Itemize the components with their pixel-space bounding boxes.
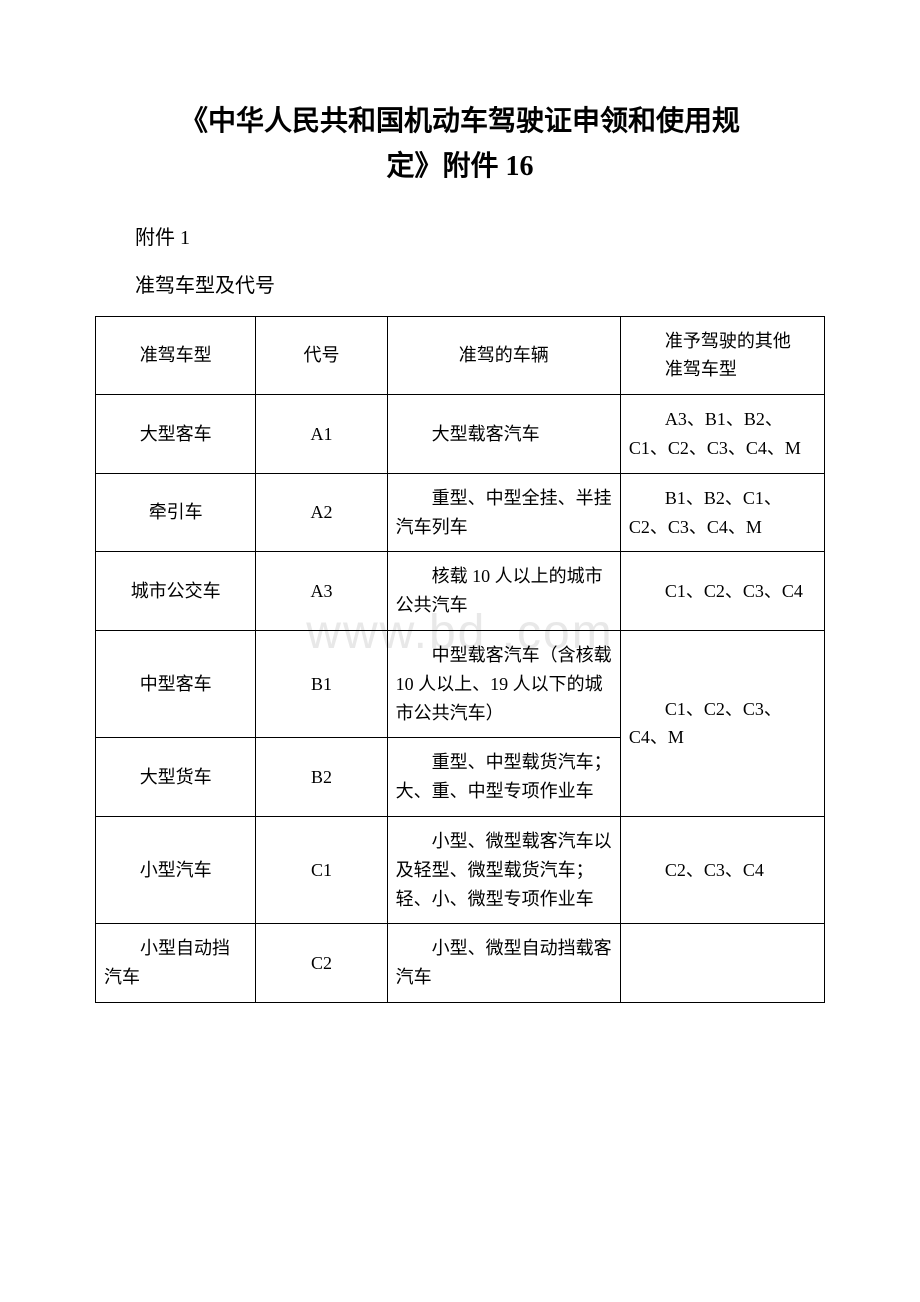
cell-code: A3 — [256, 552, 387, 631]
table-row: 中型客车 B1 中型载客汽车（含核载 10 人以上、19 人以下的城市公共汽车）… — [96, 630, 825, 737]
cell-code: A2 — [256, 473, 387, 552]
cell-allowed — [620, 924, 824, 1003]
cell-type: 小型汽车 — [96, 816, 256, 923]
cell-code: C1 — [256, 816, 387, 923]
header-allowed: 准予驾驶的其他 准驾车型 — [620, 316, 824, 395]
cell-type: 大型货车 — [96, 738, 256, 817]
cell-type: 小型自动挡汽车 — [96, 924, 256, 1003]
cell-code: B1 — [256, 630, 387, 737]
cell-type: 中型客车 — [96, 630, 256, 737]
cell-type: 牵引车 — [96, 473, 256, 552]
header-code: 代号 — [256, 316, 387, 395]
header-allowed-line1: 准予驾驶的其他 — [629, 327, 816, 356]
title-line-2: 定》附件 16 — [386, 151, 533, 182]
cell-code: A1 — [256, 395, 387, 474]
cell-vehicle: 重型、中型载货汽车；大、重、中型专项作业车 — [387, 738, 620, 817]
table-container: 准驾车型 代号 准驾的车辆 准予驾驶的其他 准驾车型 大型客车 A1 大型载客汽… — [95, 316, 825, 1003]
cell-code: B2 — [256, 738, 387, 817]
cell-vehicle: 大型载客汽车 — [387, 395, 620, 474]
table-header-row: 准驾车型 代号 准驾的车辆 准予驾驶的其他 准驾车型 — [96, 316, 825, 395]
cell-type: 城市公交车 — [96, 552, 256, 631]
cell-vehicle: 小型、微型载客汽车以及轻型、微型载货汽车；轻、小、微型专项作业车 — [387, 816, 620, 923]
table-row: 城市公交车 A3 核载 10 人以上的城市公共汽车 C1、C2、C3、C4 — [96, 552, 825, 631]
cell-code: C2 — [256, 924, 387, 1003]
cell-allowed-merged: C1、C2、C3、C4、M — [620, 630, 824, 816]
section-title: 准驾车型及代号 — [135, 268, 825, 304]
attachment-label: 附件 1 — [135, 220, 825, 256]
cell-vehicle: 中型载客汽车（含核载 10 人以上、19 人以下的城市公共汽车） — [387, 630, 620, 737]
cell-vehicle: 核载 10 人以上的城市公共汽车 — [387, 552, 620, 631]
table-row: 大型客车 A1 大型载客汽车 A3、B1、B2、C1、C2、C3、C4、M — [96, 395, 825, 474]
title-line-1: 《中华人民共和国机动车驾驶证申领和使用规 — [180, 106, 740, 137]
cell-allowed: B1、B2、C1、C2、C3、C4、M — [620, 473, 824, 552]
document-title: 《中华人民共和国机动车驾驶证申领和使用规 定》附件 16 — [95, 100, 825, 190]
cell-allowed: A3、B1、B2、C1、C2、C3、C4、M — [620, 395, 824, 474]
cell-vehicle: 重型、中型全挂、半挂汽车列车 — [387, 473, 620, 552]
vehicle-type-table: 准驾车型 代号 准驾的车辆 准予驾驶的其他 准驾车型 大型客车 A1 大型载客汽… — [95, 316, 825, 1003]
table-row: 小型自动挡汽车 C2 小型、微型自动挡载客汽车 — [96, 924, 825, 1003]
table-row: 小型汽车 C1 小型、微型载客汽车以及轻型、微型载货汽车；轻、小、微型专项作业车… — [96, 816, 825, 923]
header-type: 准驾车型 — [96, 316, 256, 395]
cell-allowed: C1、C2、C3、C4 — [620, 552, 824, 631]
cell-vehicle: 小型、微型自动挡载客汽车 — [387, 924, 620, 1003]
cell-type: 大型客车 — [96, 395, 256, 474]
cell-allowed: C2、C3、C4 — [620, 816, 824, 923]
header-vehicle: 准驾的车辆 — [387, 316, 620, 395]
table-row: 牵引车 A2 重型、中型全挂、半挂汽车列车 B1、B2、C1、C2、C3、C4、… — [96, 473, 825, 552]
header-allowed-line2: 准驾车型 — [629, 355, 816, 384]
